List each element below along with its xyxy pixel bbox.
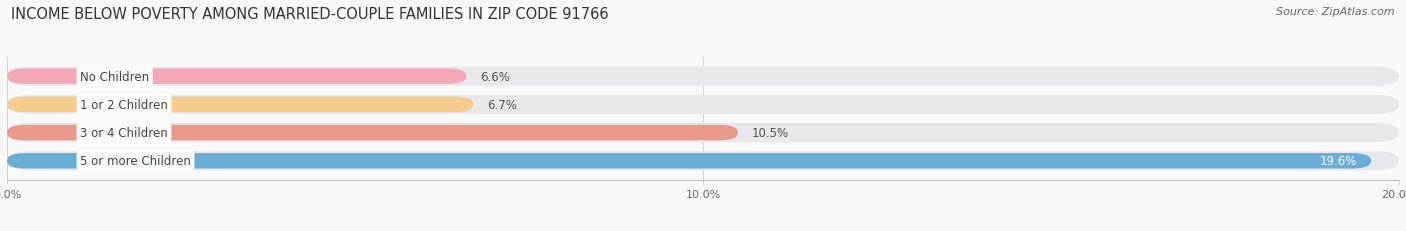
Text: 19.6%: 19.6% <box>1320 155 1357 167</box>
Text: Source: ZipAtlas.com: Source: ZipAtlas.com <box>1277 7 1395 17</box>
Text: 3 or 4 Children: 3 or 4 Children <box>80 127 167 140</box>
FancyBboxPatch shape <box>7 69 467 85</box>
Text: INCOME BELOW POVERTY AMONG MARRIED-COUPLE FAMILIES IN ZIP CODE 91766: INCOME BELOW POVERTY AMONG MARRIED-COUPL… <box>11 7 609 22</box>
FancyBboxPatch shape <box>7 95 1399 115</box>
FancyBboxPatch shape <box>7 97 474 113</box>
FancyBboxPatch shape <box>7 125 738 141</box>
FancyBboxPatch shape <box>7 153 1371 169</box>
Text: 6.6%: 6.6% <box>481 70 510 83</box>
Text: 10.5%: 10.5% <box>752 127 789 140</box>
Text: 5 or more Children: 5 or more Children <box>80 155 191 167</box>
FancyBboxPatch shape <box>7 123 1399 143</box>
FancyBboxPatch shape <box>7 152 1399 171</box>
FancyBboxPatch shape <box>7 67 1399 86</box>
Text: 1 or 2 Children: 1 or 2 Children <box>80 98 167 111</box>
Text: No Children: No Children <box>80 70 149 83</box>
Text: 6.7%: 6.7% <box>488 98 517 111</box>
